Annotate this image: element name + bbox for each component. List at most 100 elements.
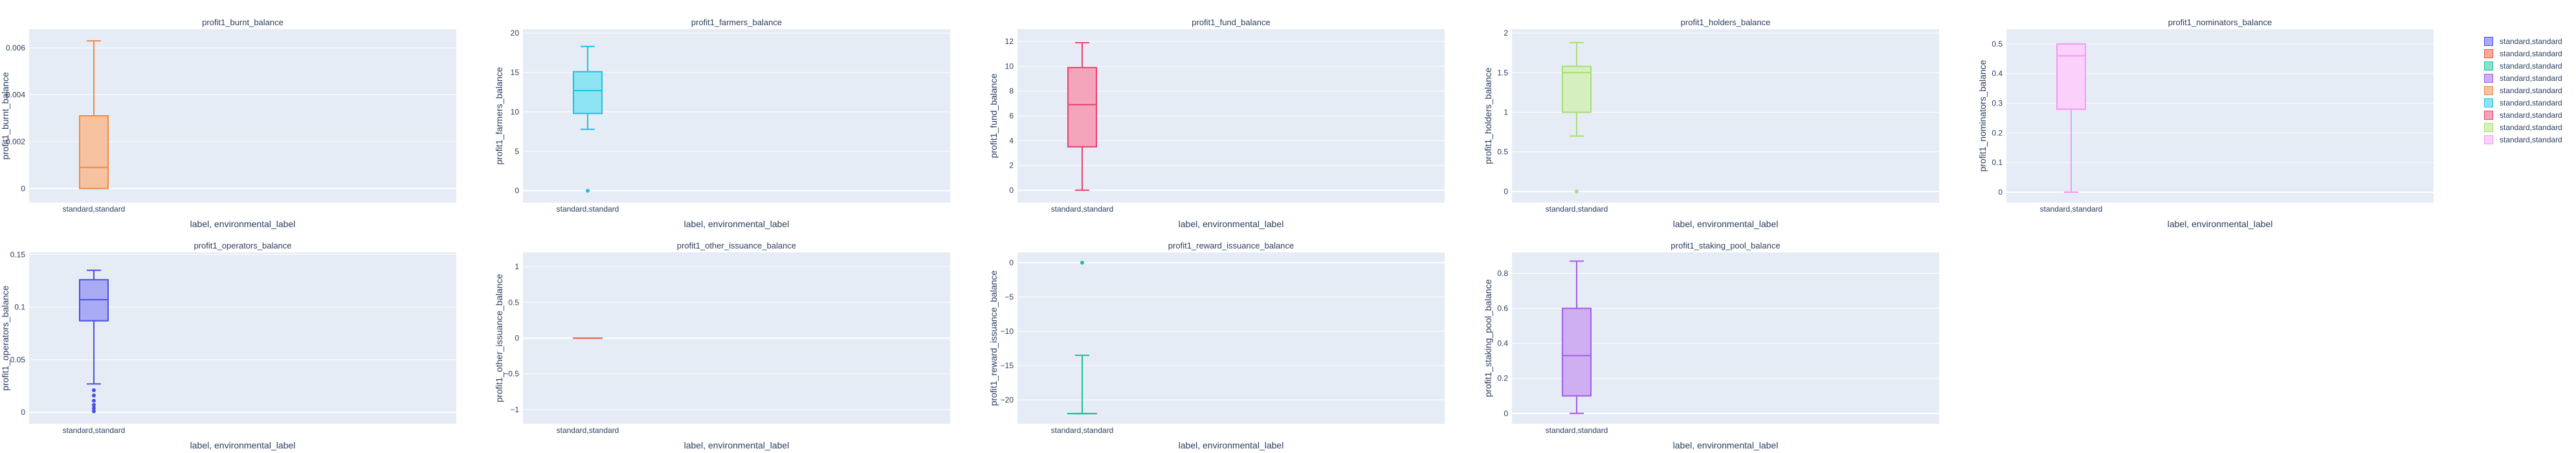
y-tick-label: 0	[1009, 186, 1014, 195]
legend-swatch	[2484, 122, 2493, 132]
iqr-box	[1067, 67, 1097, 148]
subplot-profit1-nominators-balance: 0 0.1 0.2 0.3 0.4 0.5 profit1_nominators_balan…	[1977, 17, 2434, 229]
plot-area	[1512, 29, 1939, 203]
subplot-profit1-reward-issuance-balance: −20 −15 −10 −5 0 profit1_reward_issuance_bala…	[988, 241, 1445, 450]
subplot-title: profit1_holders_balance	[1681, 17, 1771, 27]
legend-swatch	[2484, 85, 2493, 95]
legend-item[interactable]: standard,standard	[2484, 96, 2562, 109]
legend-label: standard,standard	[2500, 85, 2562, 95]
legend-label: standard,standard	[2500, 61, 2562, 71]
y-tick-label: 0.004	[6, 90, 25, 99]
y-tick-label: 20	[511, 28, 520, 38]
legend-item[interactable]: standard,standard	[2484, 84, 2562, 96]
y-tick-label: 0.5	[1497, 148, 1508, 157]
y-axis-label: profit1_staking_pool_balance	[1483, 279, 1493, 397]
legend-swatch	[2484, 135, 2493, 144]
legend-item[interactable]: standard,standard	[2484, 109, 2562, 121]
legend-label: standard,standard	[2500, 135, 2562, 144]
legend-item[interactable]: standard,standard	[2484, 72, 2562, 84]
x-tick-label: standard,standard	[1051, 204, 1114, 214]
x-axis-label: label, environmental_label	[684, 440, 790, 450]
legend-swatch	[2484, 61, 2493, 71]
y-axis-label: profit1_holders_balance	[1483, 67, 1493, 164]
x-tick-label: standard,standard	[1051, 426, 1114, 435]
x-tick-label: standard,standard	[557, 204, 619, 214]
y-tick-label: 0.4	[1497, 339, 1508, 348]
y-tick-label: 5	[515, 147, 519, 156]
y-tick-label: 0.15	[10, 250, 26, 259]
subplot-title: profit1_fund_balance	[1192, 17, 1270, 27]
iqr-box	[1562, 65, 1592, 113]
subplot-title: profit1_nominators_balance	[2168, 17, 2272, 27]
y-tick-label: 0	[515, 334, 519, 343]
y-tick-label: 15	[511, 68, 520, 77]
legend-swatch	[2484, 36, 2493, 46]
y-tick-label: 0.6	[1497, 304, 1508, 313]
outlier-point	[92, 388, 96, 392]
subplot-title: profit1_farmers_balance	[691, 17, 782, 27]
y-tick-label: 4	[1009, 136, 1014, 145]
subplot-title: profit1_operators_balance	[194, 241, 291, 250]
legend-swatch	[2484, 98, 2493, 107]
x-tick-label: standard,standard	[557, 426, 619, 435]
outlier-point	[92, 399, 96, 403]
plot-area	[523, 29, 950, 203]
outlier-point	[92, 393, 96, 398]
legend-item[interactable]: standard,standard	[2484, 133, 2562, 146]
subplot-profit1-farmers-balance: 0 5 10 15 20 profit1_farmers_balance profit1_f…	[494, 17, 950, 229]
y-tick-label: 1	[515, 262, 519, 271]
y-tick-label: 0.05	[10, 355, 26, 364]
legend-swatch	[2484, 110, 2493, 120]
legend-item[interactable]: standard,standard	[2484, 35, 2562, 47]
legend-label: standard,standard	[2500, 36, 2562, 46]
y-tick-label: 1	[1504, 107, 1508, 116]
y-tick-label: 0.8	[1497, 269, 1508, 278]
outlier-point	[1080, 260, 1084, 265]
y-tick-label: 12	[1005, 37, 1014, 46]
y-tick-label: 0	[21, 408, 25, 417]
subplot-profit1-burnt-balance: 00.0020.0040.006profit1_burnt_balancepro…	[0, 17, 456, 229]
legend-item[interactable]: standard,standard	[2484, 121, 2562, 133]
x-axis-label: label, environmental_label	[1673, 219, 1779, 229]
legend-label: standard,standard	[2500, 98, 2562, 107]
x-tick-label: standard,standard	[63, 426, 126, 435]
x-axis-label: label, environmental_label	[1673, 440, 1779, 450]
x-axis-label: label, environmental_label	[2168, 219, 2273, 229]
x-axis-label: label, environmental_label	[190, 440, 296, 450]
subplot-title: profit1_other_issuance_balance	[677, 241, 796, 250]
subplot-profit1-staking-pool-balance: 0 0.2 0.4 0.6 0.8 profit1_staking_pool_balanc…	[1483, 241, 1939, 450]
y-axis-label: profit1_fund_balance	[988, 73, 999, 158]
y-tick-label: 10	[1005, 61, 1014, 71]
y-tick-label: −5	[1005, 293, 1014, 302]
x-tick-label: standard,standard	[1546, 204, 1608, 214]
y-tick-label: −0.5	[504, 370, 519, 379]
outlier-point	[92, 409, 96, 414]
y-axis-label: profit1_other_issuance_balance	[494, 274, 504, 403]
y-tick-label: 6	[1009, 111, 1014, 120]
y-tick-label: 0.006	[6, 43, 25, 52]
y-tick-label: 0	[1009, 258, 1014, 267]
outlier-point	[92, 406, 96, 410]
outlier-point	[92, 403, 96, 407]
subplot-profit1-holders-balance: 0 0.5 1 1.5 2 profit1_holders_balance profit1_…	[1483, 17, 1939, 229]
subplot-title: profit1_burnt_balance	[202, 17, 283, 27]
y-tick-label: −20	[1001, 395, 1014, 404]
legend-swatch	[2484, 49, 2493, 58]
subplot-profit1-fund-balance: 0 2 4 6 8 10 12 profit1_fund_balance profit1_fun…	[988, 17, 1445, 229]
outlier-point	[586, 188, 590, 193]
y-tick-label: 0.2	[1992, 128, 2003, 137]
y-tick-label: 0.2	[1497, 374, 1508, 383]
legend-label: standard,standard	[2500, 49, 2562, 58]
x-tick-label: standard,standard	[2040, 204, 2103, 214]
legend-item[interactable]: standard,standard	[2484, 60, 2562, 72]
y-tick-label: 1.5	[1497, 68, 1508, 77]
y-tick-label: −10	[1001, 327, 1014, 336]
y-tick-label: 0	[21, 184, 25, 193]
outlier-point	[1575, 189, 1579, 193]
legend-item[interactable]: standard,standard	[2484, 47, 2562, 60]
y-axis-label: profit1_reward_issuance_balance	[988, 271, 999, 406]
subplot-title: profit1_staking_pool_balance	[1671, 241, 1780, 250]
y-axis-label: profit1_farmers_balance	[494, 67, 504, 164]
y-axis-label: profit1_burnt_balance	[0, 72, 10, 160]
y-tick-label: 2	[1504, 28, 1508, 38]
